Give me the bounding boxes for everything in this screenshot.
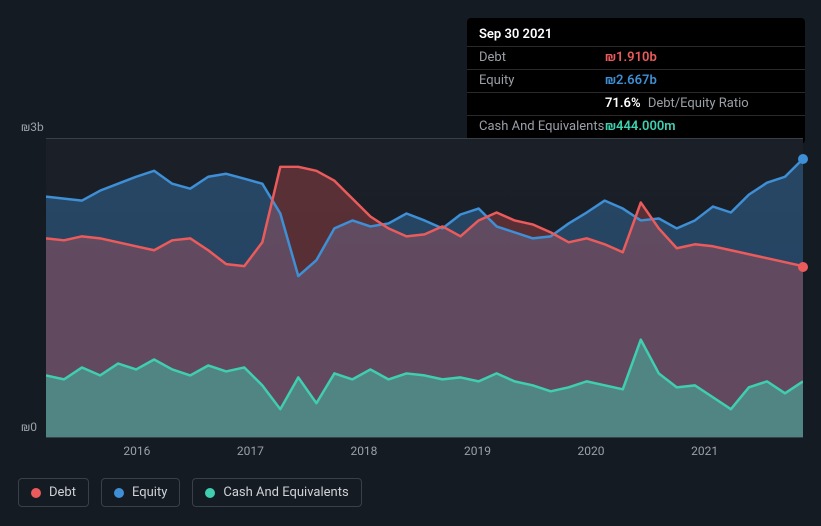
tooltip-value: ₪1.910b — [605, 49, 657, 67]
tooltip-row: Debt ₪1.910b — [467, 47, 805, 70]
tooltip-label: Debt — [479, 49, 605, 67]
tooltip-label — [479, 95, 605, 113]
tooltip-date-row: Sep 30 2021 — [467, 24, 805, 47]
tooltip-suffix: Debt/Equity Ratio — [648, 96, 749, 111]
tooltip-label: Equity — [479, 72, 605, 90]
x-axis-tick: 2019 — [464, 444, 491, 458]
plot-area[interactable] — [46, 138, 803, 438]
x-axis-tick: 2017 — [237, 444, 264, 458]
x-axis-tick: 2020 — [578, 444, 605, 458]
tooltip-row: Equity ₪2.667b — [467, 70, 805, 93]
series-end-dot — [798, 154, 808, 164]
legend-dot-icon — [114, 488, 124, 498]
series-end-dot — [798, 262, 808, 272]
chart-area: ₪3b ₪0 2016 2017 2018 2019 2020 2021 — [18, 120, 803, 470]
legend-dot-icon — [31, 488, 41, 498]
x-axis-tick: 2018 — [350, 444, 377, 458]
x-axis: 2016 2017 2018 2019 2020 2021 — [46, 444, 803, 464]
legend-dot-icon — [205, 488, 215, 498]
tooltip-value: ₪2.667b — [605, 72, 657, 90]
tooltip-value: 71.6% — [605, 96, 641, 111]
legend-label: Equity — [132, 485, 167, 500]
legend-item-equity[interactable]: Equity — [101, 478, 180, 507]
legend-label: Debt — [49, 485, 76, 500]
chart-container: Sep 30 2021 Debt ₪1.910b Equity ₪2.667b … — [0, 0, 821, 526]
legend-item-debt[interactable]: Debt — [18, 478, 89, 507]
x-axis-tick: 2016 — [123, 444, 150, 458]
x-axis-tick: 2021 — [691, 444, 718, 458]
tooltip-date: Sep 30 2021 — [479, 26, 552, 44]
y-axis-label-bottom: ₪0 — [21, 420, 37, 434]
y-axis-label-top: ₪3b — [21, 120, 44, 134]
tooltip-row: 71.6% Debt/Equity Ratio — [467, 93, 805, 116]
legend-item-cash[interactable]: Cash And Equivalents — [192, 478, 361, 507]
chart-svg — [46, 139, 803, 437]
legend: Debt Equity Cash And Equivalents — [18, 478, 362, 507]
legend-label: Cash And Equivalents — [223, 485, 348, 500]
